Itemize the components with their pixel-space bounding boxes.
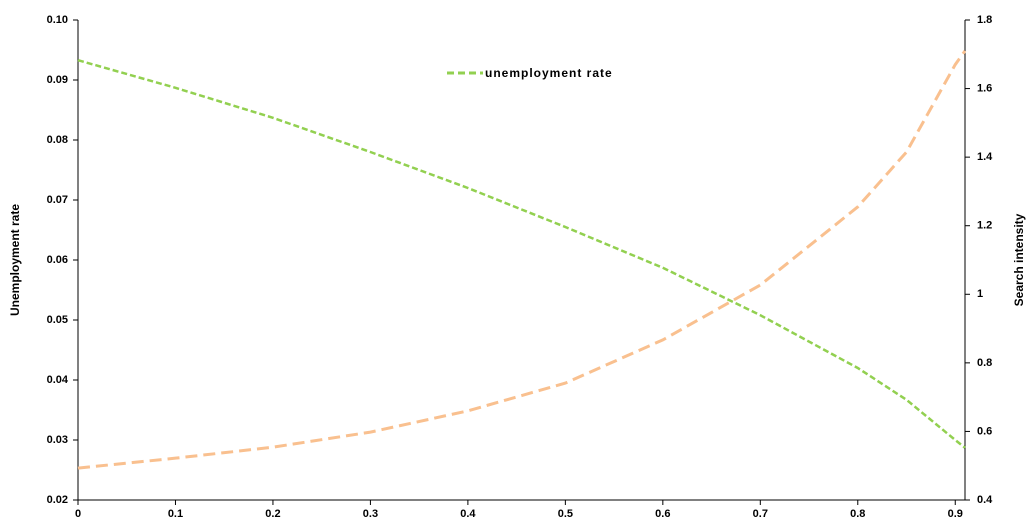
x-tick-label: 0.1	[168, 508, 183, 520]
y-tick-label: 0.03	[47, 434, 68, 446]
y2-tick-label: 1.4	[977, 151, 993, 163]
x-tick-label: 0.8	[850, 508, 865, 520]
series-line	[77, 58, 966, 449]
y-tick-label: 0.10	[47, 14, 68, 26]
x-tick-label: 0.7	[753, 508, 768, 520]
y2-tick-label: 0.4	[977, 494, 993, 506]
y2-tick-label: 0.6	[977, 425, 992, 437]
x-tick-label: 0.2	[265, 508, 280, 520]
y2-axis-title: Search intensity	[1012, 213, 1026, 306]
y2-tick-label: 1.8	[977, 14, 992, 26]
y-axis-title: Unemployment rate	[8, 204, 22, 316]
y2-tick-label: 1.2	[977, 220, 992, 232]
legend-label: unemployment rate	[485, 66, 613, 80]
y-tick-label: 0.05	[47, 314, 68, 326]
x-tick-label: 0.6	[655, 508, 670, 520]
legend-swatch-box	[447, 71, 483, 75]
x-tick-label: 0.3	[363, 508, 378, 520]
y2-tick-label: 0.8	[977, 357, 992, 369]
x-tick-label: 0.9	[948, 508, 963, 520]
y-tick-label: 0.09	[47, 74, 68, 86]
x-tick-label: 0	[75, 508, 81, 520]
legend: unemployment rate	[445, 66, 625, 80]
y-tick-label: 0.06	[47, 254, 68, 266]
y2-tick-label: 1	[977, 288, 983, 300]
y-tick-label: 0.04	[47, 374, 69, 386]
y-tick-label: 0.08	[47, 134, 68, 146]
x-tick-label: 0.4	[460, 508, 476, 520]
series-line	[77, 49, 967, 470]
y-tick-label: 0.07	[47, 194, 68, 206]
y-tick-label: 0.02	[47, 494, 68, 506]
x-tick-label: 0.5	[558, 508, 573, 520]
y2-tick-label: 1.6	[977, 82, 992, 94]
